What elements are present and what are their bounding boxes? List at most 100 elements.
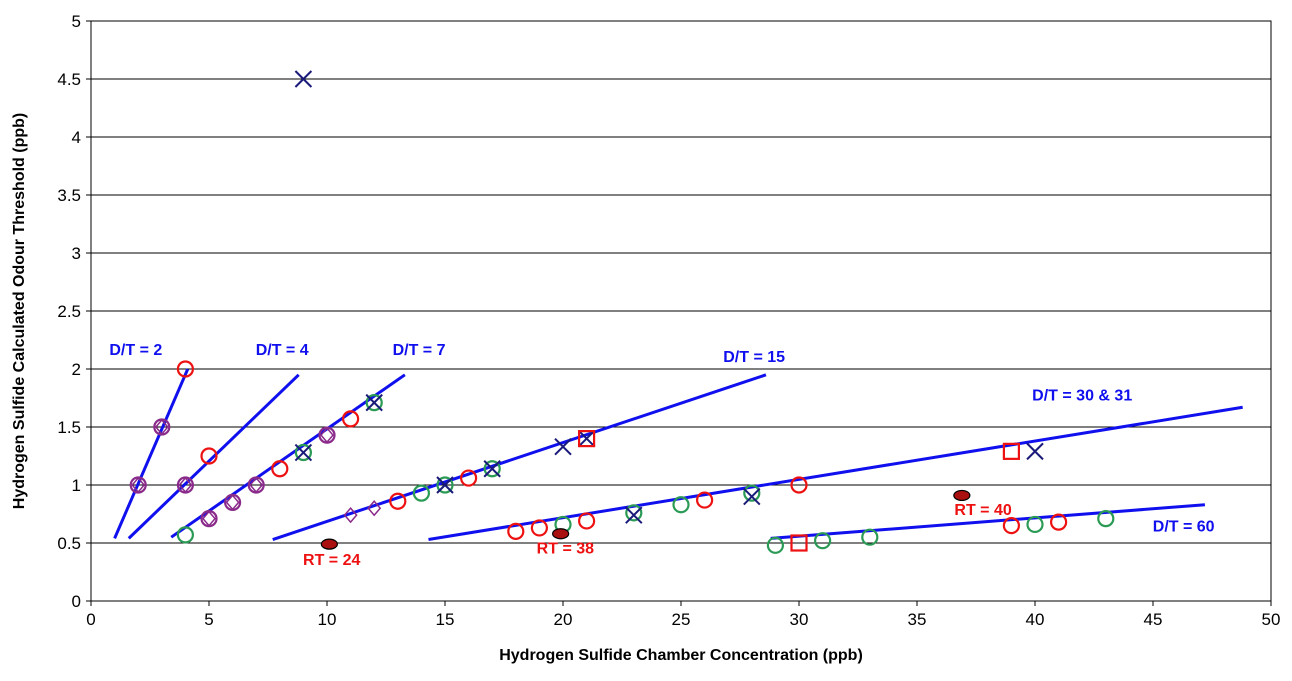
x-marker bbox=[365, 393, 383, 412]
circle-marker bbox=[365, 394, 383, 412]
circle-marker bbox=[1002, 516, 1021, 535]
y-tick-label: 3 bbox=[72, 244, 81, 263]
diamond-marker bbox=[249, 476, 264, 494]
x-marker-stroke bbox=[577, 429, 596, 448]
circle-marker bbox=[342, 410, 360, 428]
diamond-marker bbox=[154, 418, 169, 436]
square-marker bbox=[790, 534, 808, 552]
x-tick-label: 30 bbox=[790, 610, 809, 629]
annotation-labels: D/T = 2 D/T = 4 D/T = 7 D/T = 15 D/T = 30 & … bbox=[109, 342, 1214, 569]
trend-line-label: D/T = 30 & 31 bbox=[1032, 387, 1132, 404]
y-axis-title: Hydrogen Sulfide Calculated Odour Thresh… bbox=[11, 113, 28, 509]
rt-label: RT = 38 bbox=[537, 540, 594, 557]
circle-marker bbox=[790, 476, 808, 494]
diamond-marker bbox=[178, 476, 193, 494]
diamond-marker bbox=[343, 507, 358, 524]
y-tick-label: 5 bbox=[72, 12, 81, 31]
circle-marker bbox=[460, 469, 478, 487]
x-tick-label: 10 bbox=[318, 610, 337, 629]
x-tick-label: 0 bbox=[86, 610, 95, 629]
circle-marker bbox=[294, 443, 312, 462]
x-marker bbox=[483, 460, 501, 478]
x-marker bbox=[577, 429, 596, 448]
x-marker-stroke bbox=[365, 393, 383, 412]
x-marker-stroke bbox=[743, 487, 761, 506]
circle-marker bbox=[766, 536, 785, 554]
x-tick-labels: 0 5 10 15 20 25 30 35 40 45 50 bbox=[86, 610, 1280, 629]
x-marker bbox=[625, 506, 643, 524]
diamond-marker bbox=[225, 494, 240, 511]
x-axis-title: Hydrogen Sulfide Chamber Concentration (… bbox=[499, 647, 863, 664]
y-tick-label: 0 bbox=[72, 592, 81, 611]
trend-line bbox=[113, 368, 190, 539]
x-tick-label: 35 bbox=[908, 610, 927, 629]
trend-line bbox=[770, 503, 1206, 540]
trend-line-label: D/T = 4 bbox=[256, 342, 309, 359]
circle-marker bbox=[743, 484, 761, 502]
circle-marker bbox=[625, 504, 643, 522]
x-tick-label: 15 bbox=[436, 610, 455, 629]
circle-marker bbox=[412, 484, 430, 502]
x-marker-stroke bbox=[294, 70, 313, 88]
circle-marker bbox=[200, 447, 218, 465]
y-tick-label: 0.5 bbox=[57, 534, 81, 553]
x-tick-label: 25 bbox=[672, 610, 691, 629]
y-tick-label: 2 bbox=[72, 360, 81, 379]
y-tick-label: 1.5 bbox=[57, 418, 81, 437]
x-marker bbox=[554, 438, 572, 456]
circle-marker bbox=[530, 519, 549, 537]
circle-marker bbox=[483, 460, 501, 478]
trend-line bbox=[272, 373, 767, 541]
x-tick-label: 5 bbox=[204, 610, 213, 629]
trend-line-label: D/T = 60 bbox=[1153, 518, 1215, 535]
square-marker bbox=[1002, 442, 1021, 460]
x-marker bbox=[294, 443, 313, 462]
square-marker bbox=[577, 430, 596, 448]
x-marker-stroke bbox=[625, 506, 643, 524]
x-marker-stroke bbox=[1026, 442, 1044, 461]
diamond-marker bbox=[367, 500, 382, 517]
plot-frame bbox=[90, 20, 1272, 602]
circle-marker bbox=[389, 492, 407, 510]
y-tick-label: 3.5 bbox=[57, 186, 81, 205]
y-tick-label: 1 bbox=[72, 476, 81, 495]
diamond-marker bbox=[131, 476, 146, 494]
grid-lines bbox=[91, 20, 1271, 544]
x-marker-stroke bbox=[436, 476, 454, 494]
x-marker bbox=[294, 70, 313, 88]
rt-point-marker bbox=[320, 538, 338, 550]
circle-marker bbox=[1049, 513, 1068, 531]
y-tick-labels: 0 0.5 1 1.5 2 2.5 3 3.5 4 4.5 5 bbox=[57, 12, 81, 611]
circle-marker bbox=[176, 360, 194, 378]
circle-marker bbox=[695, 491, 714, 509]
x-marker bbox=[436, 476, 454, 494]
circle-marker bbox=[436, 476, 454, 494]
circle-marker bbox=[577, 512, 596, 530]
x-marker bbox=[743, 487, 761, 506]
circle-marker bbox=[861, 528, 879, 546]
circle-marker bbox=[1097, 510, 1115, 528]
circle-marker bbox=[507, 522, 525, 541]
y-tick-label: 2.5 bbox=[57, 302, 81, 321]
y-tick-label: 4 bbox=[72, 128, 81, 147]
circle-marker bbox=[672, 496, 690, 514]
x-tick-label: 45 bbox=[1144, 610, 1163, 629]
data-points bbox=[129, 70, 1115, 554]
circle-marker bbox=[1026, 515, 1044, 534]
rt-point-marker bbox=[953, 489, 971, 502]
trend-line-label: D/T = 15 bbox=[723, 349, 785, 366]
diamond-marker bbox=[202, 510, 216, 527]
trend-line-label: D/T = 7 bbox=[393, 342, 446, 359]
x-tick-label: 50 bbox=[1262, 610, 1281, 629]
diamond-marker bbox=[320, 426, 334, 444]
y-tick-label: 4.5 bbox=[57, 70, 81, 89]
x-tick-label: 40 bbox=[1026, 610, 1045, 629]
circle-marker bbox=[176, 526, 194, 544]
circle-marker bbox=[271, 460, 289, 478]
x-marker-stroke bbox=[294, 443, 313, 462]
rt-point-marker bbox=[552, 528, 570, 540]
trend-line-label: D/T = 2 bbox=[109, 342, 162, 359]
circle-marker bbox=[813, 532, 832, 550]
x-tick-label: 20 bbox=[554, 610, 573, 629]
